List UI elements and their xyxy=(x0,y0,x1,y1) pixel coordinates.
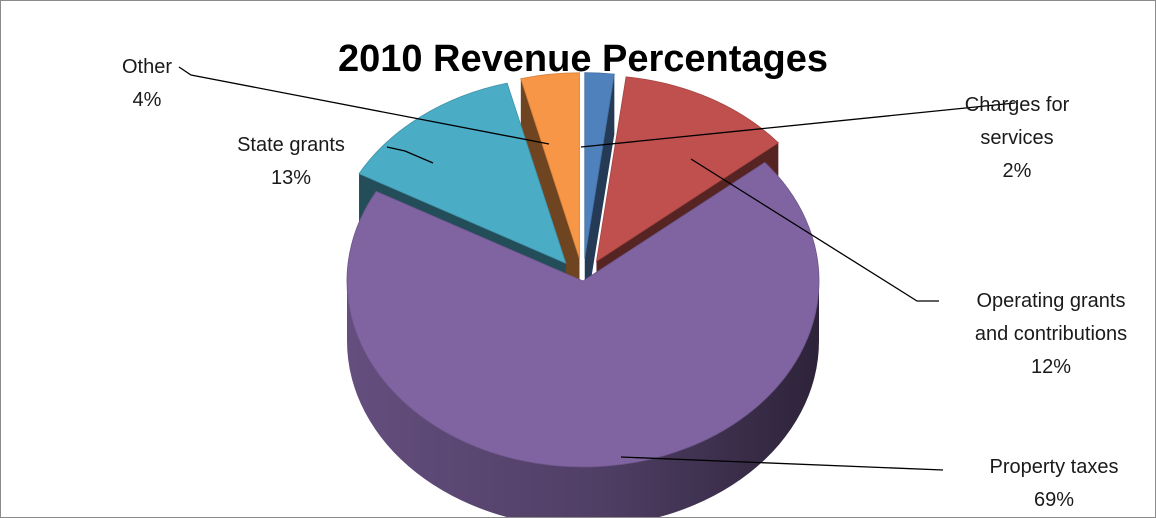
data-label-property-taxes-value: 69% xyxy=(1034,489,1074,511)
data-label-operating-grants-name: and contributions xyxy=(975,323,1127,345)
slice-wall-charges-for-services-1 xyxy=(584,74,615,319)
data-label-state-grants-name: State grants xyxy=(237,134,345,156)
data-label-state-grants-value: 13% xyxy=(271,167,311,189)
leader-line-charges-for-services xyxy=(580,102,1016,148)
data-label-other-name: Other xyxy=(122,56,172,78)
leader-line-state-grants xyxy=(386,146,434,164)
data-label-operating-grants-name: Operating grants xyxy=(977,290,1126,312)
leader-line-operating-grants xyxy=(690,158,939,302)
slice-operating-grants xyxy=(595,76,779,263)
data-label-charges-for-services-name: services xyxy=(980,127,1053,149)
slice-charges-for-services xyxy=(584,72,615,259)
data-label-charges-for-services-value: 2% xyxy=(1003,160,1032,182)
slice-tops xyxy=(346,72,820,468)
leader-line-property-taxes xyxy=(620,456,944,471)
slice-side-property-taxes xyxy=(347,281,819,517)
data-label-operating-grants-value: 12% xyxy=(1031,356,1071,378)
data-label-other-value: 4% xyxy=(133,89,162,111)
slice-wall-other-0 xyxy=(520,78,580,319)
data-label-property-taxes-name: Property taxes xyxy=(990,456,1119,478)
data-label-charges-for-services-name: Charges for xyxy=(965,94,1070,116)
slice-other xyxy=(520,72,580,259)
slice-state-grants xyxy=(358,82,567,265)
leader-lines xyxy=(178,66,1016,471)
chart-title: 2010 Revenue Percentages xyxy=(338,38,828,80)
leader-line-other xyxy=(178,66,550,145)
slice-property-taxes xyxy=(346,161,820,468)
data-labels: Charges for services 2% Operating grants and… xyxy=(122,56,1127,511)
